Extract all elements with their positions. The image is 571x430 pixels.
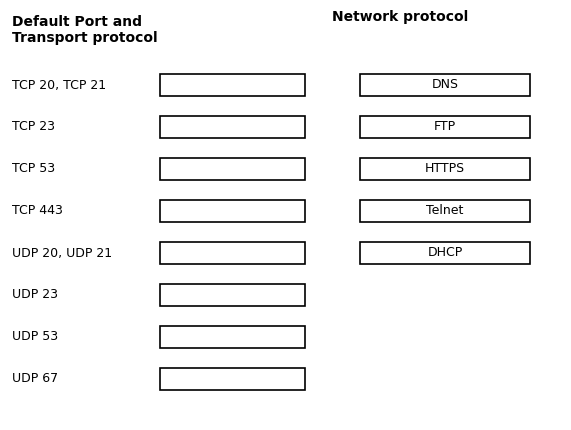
Bar: [160, 116, 305, 138]
Text: FTP: FTP: [434, 120, 456, 133]
Text: DHCP: DHCP: [427, 246, 463, 259]
Text: TCP 443: TCP 443: [12, 205, 63, 218]
Bar: [360, 200, 530, 222]
Text: Default Port and
Transport protocol: Default Port and Transport protocol: [12, 15, 158, 45]
Text: DNS: DNS: [432, 79, 459, 92]
Text: HTTPS: HTTPS: [425, 163, 465, 175]
Text: UDP 20, UDP 21: UDP 20, UDP 21: [12, 246, 112, 259]
Bar: [360, 116, 530, 138]
Bar: [360, 74, 530, 96]
Text: Telnet: Telnet: [427, 205, 464, 218]
Bar: [160, 200, 305, 222]
Bar: [160, 368, 305, 390]
Bar: [160, 242, 305, 264]
Bar: [160, 158, 305, 180]
Bar: [360, 242, 530, 264]
Bar: [160, 284, 305, 306]
Bar: [160, 74, 305, 96]
Text: TCP 53: TCP 53: [12, 163, 55, 175]
Bar: [360, 158, 530, 180]
Text: UDP 23: UDP 23: [12, 289, 58, 301]
Text: UDP 67: UDP 67: [12, 372, 58, 386]
Bar: [160, 326, 305, 348]
Text: UDP 53: UDP 53: [12, 331, 58, 344]
Text: Network protocol: Network protocol: [332, 10, 468, 24]
Text: TCP 23: TCP 23: [12, 120, 55, 133]
Text: TCP 20, TCP 21: TCP 20, TCP 21: [12, 79, 106, 92]
